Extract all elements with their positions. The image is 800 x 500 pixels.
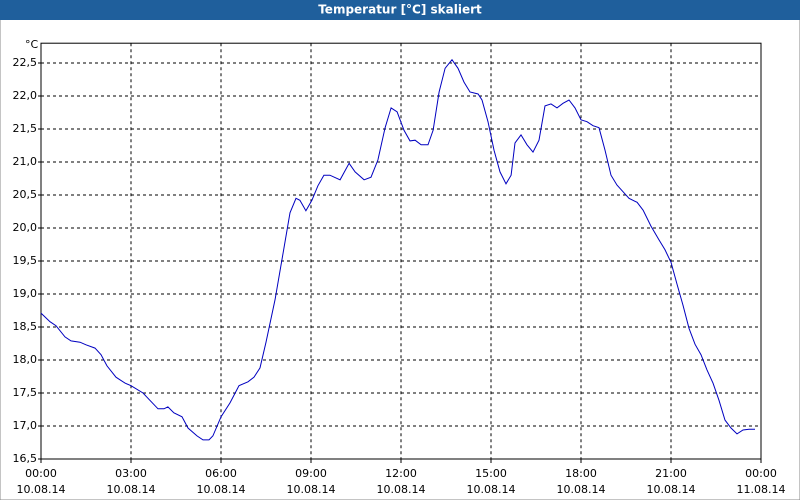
x-tick-label: 21:00 [655, 467, 687, 480]
x-tick-date: 10.08.14 [377, 483, 426, 496]
x-tick-date: 10.08.14 [17, 483, 66, 496]
y-tick-label: 22,5 [13, 56, 38, 69]
x-tick-label: 00:00 [25, 467, 57, 480]
x-tick-label: 00:00 [745, 467, 777, 480]
x-tick-label: 12:00 [385, 467, 417, 480]
temperature-line [40, 58, 755, 441]
y-tick-label: 17,0 [13, 419, 38, 432]
y-tick-label: 18,0 [13, 353, 38, 366]
y-tick-label: 22,0 [13, 89, 38, 102]
x-tick-label: 03:00 [115, 467, 147, 480]
x-tick-label: 09:00 [295, 467, 327, 480]
x-tick-label: 06:00 [205, 467, 237, 480]
x-tick-label: 18:00 [565, 467, 597, 480]
y-tick-label: 16,5 [13, 452, 38, 465]
y-tick-label: 20,0 [13, 221, 38, 234]
x-tick-date: 11.08.14 [737, 483, 786, 496]
y-tick-label: 19,5 [13, 254, 38, 267]
x-tick-label: 15:00 [475, 467, 507, 480]
y-tick-label: 20,5 [13, 188, 38, 201]
y-tick-label: 18,5 [13, 320, 38, 333]
y-unit: °C [25, 38, 39, 51]
y-tick-label: 19,0 [13, 287, 38, 300]
x-tick-date: 10.08.14 [197, 483, 246, 496]
title-bar [0, 0, 800, 20]
y-tick-label: 17,5 [13, 386, 38, 399]
y-tick-label: 21,0 [13, 155, 38, 168]
x-tick-date: 10.08.14 [107, 483, 156, 496]
x-tick-date: 10.08.14 [287, 483, 336, 496]
y-tick-label: 21,5 [13, 122, 38, 135]
x-tick-date: 10.08.14 [467, 483, 516, 496]
x-tick-date: 10.08.14 [647, 483, 696, 496]
chart-title: Temperatur [°C] skaliert [318, 3, 482, 17]
x-tick-date: 10.08.14 [557, 483, 606, 496]
plot-area [40, 42, 762, 460]
